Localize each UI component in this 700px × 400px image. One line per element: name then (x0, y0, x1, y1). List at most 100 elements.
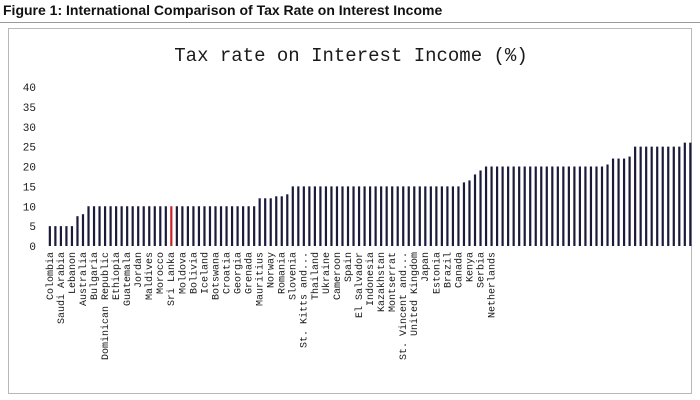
bar (175, 206, 178, 246)
bar (683, 142, 686, 246)
bar (208, 206, 212, 246)
bar (617, 158, 620, 246)
bar (59, 226, 62, 247)
bar (413, 186, 416, 247)
bar (667, 146, 670, 247)
x-tick-label: El Salvador (354, 252, 366, 318)
bar (639, 146, 642, 247)
bar (137, 206, 140, 246)
bar (374, 186, 377, 247)
x-tick-label: Sri Lanka (166, 252, 178, 306)
y-tick-label: 25 (23, 143, 36, 155)
bar (203, 206, 206, 246)
chart-frame: Tax rate on Interest Income (%) 0 5 10 15 20… (8, 28, 692, 394)
bar (280, 196, 283, 246)
bar (92, 206, 96, 246)
bar (357, 186, 361, 247)
y-tick-label: 15 (23, 182, 36, 194)
x-tick-label: Moldova (177, 252, 189, 294)
bar (103, 206, 107, 246)
bar (440, 186, 443, 247)
bar (391, 186, 394, 247)
bar (70, 226, 74, 247)
bar (352, 186, 355, 247)
bar (512, 166, 515, 246)
bar (324, 186, 328, 247)
bar (330, 186, 333, 247)
x-tick-label: Netherlands (486, 252, 498, 318)
bar (518, 166, 521, 246)
bar (479, 170, 482, 246)
x-tick-label: Kazakhstan (376, 252, 388, 312)
y-axis: 0 5 10 15 20 25 30 35 40 (23, 83, 36, 254)
bar (363, 186, 366, 247)
y-tick-label: 35 (23, 103, 36, 115)
x-tick-label: Montserrat (388, 252, 399, 312)
bar (661, 146, 664, 247)
bar (634, 146, 637, 247)
bar (120, 206, 123, 246)
bars (48, 142, 692, 247)
bar (153, 206, 156, 246)
bar (219, 206, 223, 246)
bar (457, 186, 460, 247)
bar (81, 214, 85, 246)
chart-svg: Tax rate on Interest Income (%) 0 5 10 15 20… (23, 45, 692, 360)
bar (230, 206, 234, 246)
bar (258, 198, 261, 246)
x-tick-label: Jordan (133, 252, 145, 288)
y-tick-label: 10 (23, 202, 36, 214)
bar (269, 198, 272, 246)
bar (186, 206, 189, 246)
bar (451, 186, 455, 247)
bar (148, 206, 151, 246)
bar (109, 206, 112, 246)
bar (275, 196, 278, 246)
x-tick-label: Grenada (244, 252, 256, 294)
bar (446, 186, 449, 247)
y-tick-label: 30 (23, 123, 36, 135)
figure-caption-text: Figure 1: International Comparison of Ta… (3, 2, 443, 18)
x-tick-label: Indonesia (365, 252, 377, 306)
bar (264, 198, 267, 246)
bar (302, 186, 305, 247)
bar (523, 166, 526, 246)
bar (435, 186, 438, 247)
bar (689, 142, 692, 246)
bar (595, 166, 598, 246)
x-tick-label: Thailand (310, 252, 322, 300)
bar (369, 186, 372, 247)
bar (424, 186, 427, 247)
bar (556, 166, 559, 246)
bar (126, 206, 129, 246)
bar (567, 166, 570, 246)
bar (645, 146, 648, 247)
bar (76, 216, 79, 246)
bar (142, 206, 145, 246)
bar (606, 164, 609, 246)
bar (622, 158, 626, 246)
y-tick-label: 20 (23, 163, 36, 175)
x-tick-label: United Kingdom (409, 252, 421, 336)
bar (628, 156, 631, 246)
bar (308, 186, 311, 247)
bar (297, 186, 300, 247)
bar (181, 206, 184, 246)
bar (650, 146, 653, 247)
x-tick-label: Kenya (465, 252, 476, 282)
x-tick-label: Spain (343, 252, 355, 282)
x-tick-label: St. Vincent and... (398, 252, 410, 360)
x-tick-label: Saudi Arabia (56, 252, 68, 324)
bar (501, 166, 504, 246)
bar (164, 206, 167, 246)
bar (225, 206, 228, 246)
bar (545, 166, 548, 246)
x-tick-label: St. Kitts and... (299, 252, 311, 348)
x-tick-label: Australia (78, 252, 90, 306)
x-tick-label: Dominican Republic (100, 252, 112, 360)
bar (402, 186, 405, 247)
x-tick-label: Brazil (442, 252, 454, 288)
x-tick-label: Ethiopia (111, 252, 123, 300)
bar (115, 206, 118, 246)
bar (407, 186, 410, 247)
